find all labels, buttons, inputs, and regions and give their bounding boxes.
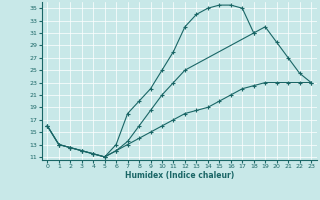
X-axis label: Humidex (Indice chaleur): Humidex (Indice chaleur) (124, 171, 234, 180)
